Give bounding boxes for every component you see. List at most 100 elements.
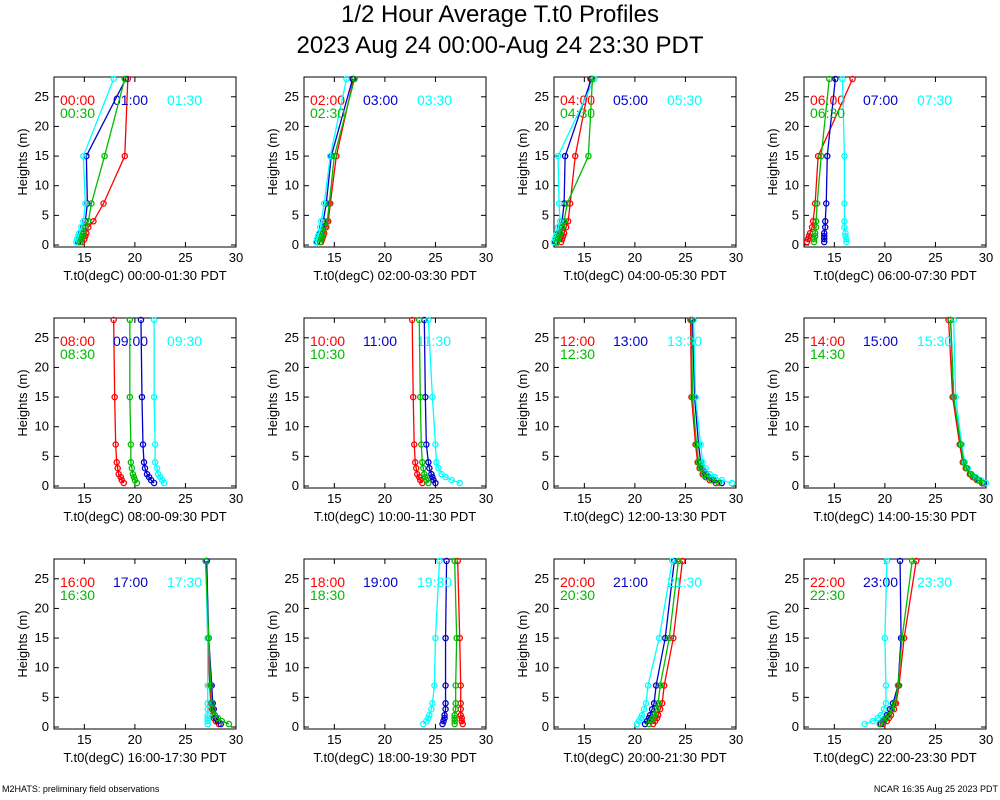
x-tick-label: 30 [729, 250, 743, 265]
y-tick-label: 5 [542, 448, 549, 463]
x-tick-label: 20 [878, 250, 892, 265]
y-tick-label: 5 [792, 689, 799, 704]
chart-panel: 15 20 25 30 0 5 10 15 20 25 T.t0(degC) 00:00-01:30… [15, 75, 243, 283]
data-point [436, 557, 443, 565]
data-point [843, 235, 850, 243]
data-point [202, 557, 209, 565]
data-point [561, 152, 569, 160]
data-point [127, 441, 135, 448]
legend-entry: 07:00 [863, 92, 898, 108]
data-point [708, 476, 715, 484]
y-axis-label: Heights (m) [765, 128, 780, 195]
data-point [138, 393, 146, 401]
y-axis-label: Heights (m) [515, 369, 530, 436]
y-tick-label: 10 [285, 178, 299, 193]
data-point [728, 479, 736, 487]
data-point [810, 235, 818, 243]
data-point [118, 476, 125, 484]
y-tick-label: 25 [35, 89, 49, 104]
legend-entry: 12:30 [560, 346, 595, 362]
y-tick-label: 25 [535, 89, 549, 104]
legend-entry: 03:30 [417, 92, 452, 108]
legend-entry: 18:00 [310, 574, 345, 590]
data-point [420, 464, 427, 472]
y-tick-label: 5 [292, 207, 299, 222]
x-tick-label: 30 [479, 491, 493, 506]
x-axis-label: T.t0(degC) 14:00-15:30 PDT [813, 509, 976, 524]
figure-title: 1/2 Hour Average T.t0 Profiles [341, 1, 659, 28]
data-point [139, 441, 147, 448]
chart-panel: 15 20 25 30 0 5 10 15 20 25 T.t0(degC) 18:00-19:30… [265, 557, 493, 765]
data-point [428, 470, 435, 478]
legend-entry: 03:00 [363, 92, 398, 108]
x-tick-label: 30 [479, 732, 493, 747]
x-tick-label: 15 [577, 491, 591, 506]
data-point [80, 229, 87, 237]
x-tick-label: 15 [77, 491, 91, 506]
chart-panel: 15 20 25 30 0 5 10 15 20 25 T.t0(degC) 12:00-13:30… [515, 316, 743, 524]
data-point [140, 459, 148, 466]
x-axis-label: T.t0(degC) 16:00-17:30 PDT [63, 750, 226, 765]
data-point [78, 223, 85, 231]
data-point [318, 232, 326, 240]
x-tick-label: 15 [827, 491, 841, 506]
y-tick-label: 15 [285, 630, 299, 645]
data-point [417, 393, 424, 401]
data-point [412, 464, 420, 472]
y-tick-label: 5 [42, 689, 49, 704]
data-point [411, 459, 419, 466]
data-point [804, 235, 812, 243]
legend-entry: 13:30 [667, 333, 702, 349]
data-point [654, 711, 662, 719]
series-1130 [425, 316, 463, 487]
x-tick-label: 20 [878, 732, 892, 747]
y-tick-label: 25 [785, 89, 799, 104]
y-tick-label: 15 [785, 389, 799, 404]
data-point [908, 557, 916, 565]
data-point [820, 238, 828, 246]
y-tick-label: 0 [42, 719, 49, 734]
y-tick-label: 0 [42, 478, 49, 493]
data-point [585, 152, 592, 160]
data-point [658, 700, 666, 707]
series-0830 [126, 316, 141, 487]
series-1830 [451, 557, 460, 728]
data-point [556, 229, 564, 237]
y-axis-label: Heights (m) [265, 128, 280, 195]
series-2100 [641, 557, 678, 728]
data-point [554, 235, 562, 243]
data-point [812, 218, 820, 225]
series-1100 [421, 316, 439, 487]
data-point [644, 682, 652, 689]
y-tick-label: 10 [285, 419, 299, 434]
data-point [679, 557, 686, 565]
series-line [949, 319, 984, 484]
legend-entry: 01:00 [113, 92, 148, 108]
data-point [428, 705, 435, 713]
y-tick-label: 10 [535, 178, 549, 193]
data-point [811, 229, 819, 237]
data-point [413, 470, 421, 478]
legend-entry: 09:00 [113, 333, 148, 349]
data-point [666, 634, 673, 642]
data-point [204, 720, 211, 728]
data-point [881, 634, 889, 642]
y-tick-label: 0 [792, 237, 799, 252]
data-point [442, 634, 449, 642]
series-1430 [947, 316, 987, 487]
data-point [820, 229, 828, 237]
y-tick-label: 5 [542, 207, 549, 222]
legend-entry: 23:00 [863, 574, 898, 590]
data-point [441, 714, 448, 722]
y-tick-label: 10 [535, 660, 549, 675]
x-axis-label: T.t0(degC) 08:00-09:30 PDT [63, 509, 226, 524]
data-point [458, 717, 465, 725]
data-point [429, 700, 436, 707]
data-point [697, 441, 704, 448]
data-point [319, 229, 327, 237]
data-point [204, 717, 211, 725]
x-tick-label: 15 [827, 250, 841, 265]
data-point [126, 393, 134, 401]
data-point [693, 441, 700, 448]
data-point [638, 711, 646, 719]
